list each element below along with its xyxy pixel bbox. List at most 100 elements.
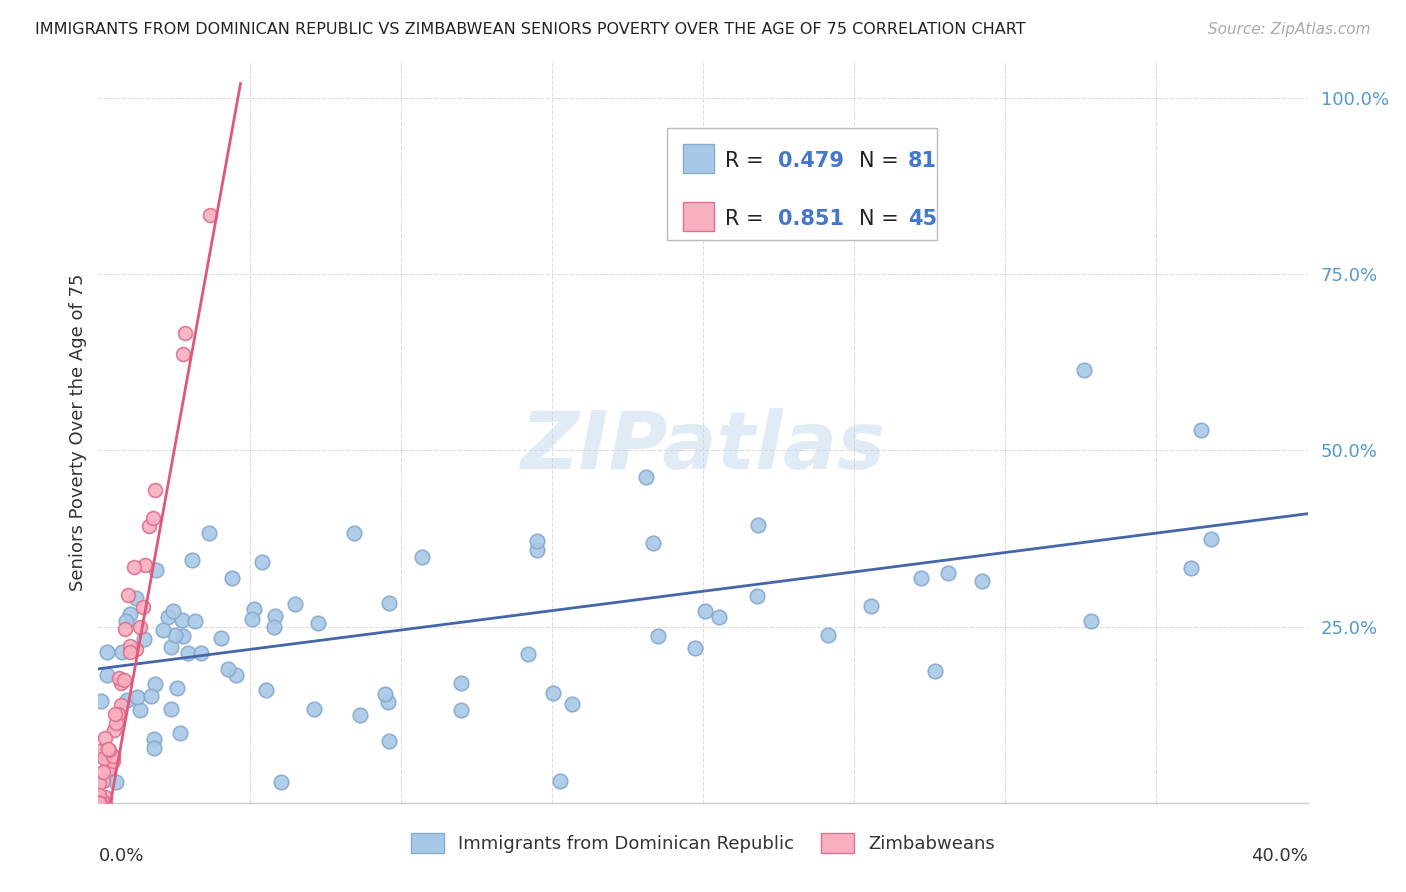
Point	[548, 773, 571, 788]
Point	[177, 646, 200, 660]
Point	[120, 645, 142, 659]
Point	[198, 525, 221, 540]
Point	[96, 644, 118, 658]
Point	[163, 628, 186, 642]
Point	[240, 612, 263, 626]
Point	[910, 571, 932, 585]
Y-axis label: Seniors Poverty Over the Age of 75: Seniors Poverty Over the Age of 75	[69, 274, 87, 591]
Point	[374, 687, 396, 701]
Point	[307, 616, 329, 631]
Text: R =: R =	[725, 209, 770, 228]
Point	[450, 676, 472, 690]
Text: 0.479: 0.479	[779, 151, 845, 170]
Point	[114, 622, 136, 636]
Point	[745, 589, 768, 603]
Point	[160, 640, 183, 654]
Point	[183, 614, 205, 628]
Point	[817, 627, 839, 641]
Point	[103, 706, 125, 721]
Point	[108, 672, 131, 686]
Point	[1189, 423, 1212, 437]
Text: Source: ZipAtlas.com: Source: ZipAtlas.com	[1208, 22, 1371, 37]
Text: 45: 45	[908, 209, 936, 228]
Point	[93, 751, 115, 765]
Point	[110, 675, 132, 690]
Text: N =: N =	[859, 151, 905, 170]
Point	[169, 726, 191, 740]
Point	[378, 734, 401, 748]
Point	[1180, 560, 1202, 574]
Point	[103, 748, 125, 763]
Point	[89, 789, 111, 803]
Point	[166, 681, 188, 696]
Point	[134, 558, 156, 572]
Point	[693, 605, 716, 619]
Point	[145, 483, 167, 497]
Point	[96, 668, 118, 682]
Point	[263, 620, 285, 634]
Point	[107, 707, 129, 722]
Point	[152, 623, 174, 637]
Point	[142, 511, 165, 525]
Point	[91, 764, 114, 779]
Point	[561, 697, 583, 711]
Point	[139, 689, 162, 703]
Point	[157, 610, 180, 624]
Point	[91, 796, 114, 810]
Point	[181, 552, 204, 566]
Point	[254, 682, 277, 697]
Point	[343, 525, 366, 540]
Point	[127, 690, 149, 704]
Point	[634, 470, 657, 484]
Point	[112, 673, 135, 687]
Point	[541, 686, 564, 700]
Point	[221, 571, 243, 585]
Point	[128, 620, 150, 634]
Point	[104, 774, 127, 789]
Point	[94, 731, 117, 745]
Point	[1080, 614, 1102, 628]
Point	[89, 796, 111, 810]
Point	[128, 703, 150, 717]
Point	[162, 604, 184, 618]
Point	[378, 596, 401, 610]
Point	[122, 560, 145, 574]
Point	[270, 774, 292, 789]
Point	[526, 533, 548, 548]
Point	[264, 608, 287, 623]
Text: 0.0%: 0.0%	[98, 847, 143, 865]
Point	[1073, 363, 1095, 377]
Text: ZIPatlas: ZIPatlas	[520, 409, 886, 486]
Point	[225, 668, 247, 682]
Point	[747, 518, 769, 533]
Point	[111, 645, 134, 659]
Point	[172, 347, 194, 361]
Point	[970, 574, 993, 588]
Point	[97, 744, 120, 758]
Point	[707, 610, 730, 624]
Point	[117, 693, 139, 707]
Point	[924, 664, 946, 678]
Point	[125, 591, 148, 605]
Point	[117, 588, 139, 602]
Point	[132, 632, 155, 646]
Point	[120, 607, 142, 622]
Point	[115, 614, 138, 628]
Point	[450, 703, 472, 717]
Point	[89, 791, 111, 805]
Point	[1199, 532, 1222, 546]
Point	[89, 796, 111, 810]
Point	[284, 597, 307, 611]
Point	[647, 629, 669, 643]
Text: R =: R =	[725, 151, 770, 170]
Point	[89, 744, 111, 758]
Point	[302, 701, 325, 715]
Point	[94, 789, 117, 804]
Point	[138, 519, 160, 533]
Point	[101, 754, 124, 768]
Point	[517, 647, 540, 661]
Point	[89, 776, 111, 790]
Point	[526, 542, 548, 557]
Point	[174, 326, 197, 340]
Point	[91, 794, 114, 808]
